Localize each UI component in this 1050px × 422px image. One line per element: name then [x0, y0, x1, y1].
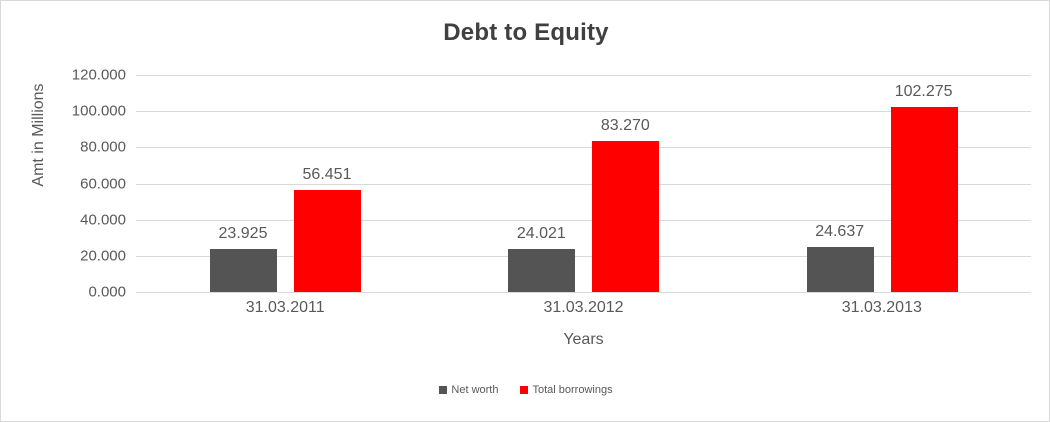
gridline — [136, 292, 1031, 293]
bar-borrow[interactable] — [890, 107, 958, 292]
plot-area: 0.000 20.000 40.000 60.000 80.000 100.000 120.… — [72, 67, 1031, 301]
y-axis-tick-label: 80.000 — [80, 138, 126, 156]
y-axis-tick-label: 0.000 — [88, 283, 126, 301]
bar-networth[interactable] — [508, 248, 576, 292]
x-axis-category-label: 31.03.2013 — [841, 299, 922, 316]
bar-networth[interactable] — [210, 248, 277, 292]
bar-group: 23.925 56.451 — [136, 75, 434, 292]
legend-label: Net worth — [451, 384, 499, 396]
bar-networth[interactable] — [806, 247, 874, 292]
bar-groups: 23.925 56.451 24.021 83.270 24.637 102.275 — [136, 75, 1031, 292]
legend-item[interactable]: Total borrowings — [520, 384, 613, 396]
chart-title: Debt to Equity — [443, 19, 609, 46]
bar-value-label: 83.270 — [600, 117, 650, 135]
bar-group: 24.637 102.275 — [733, 75, 1031, 292]
x-axis-categories: 31.03.2011 31.03.2012 31.03.2013 — [136, 299, 1031, 317]
bar-borrow[interactable] — [294, 189, 361, 292]
y-axis-ticks: 0.000 20.000 40.000 60.000 80.000 100.000 120.… — [72, 67, 1031, 301]
y-axis-tick-label: 60.000 — [80, 175, 126, 192]
legend-swatch-icon — [439, 386, 448, 394]
legend-item[interactable]: Net worth — [439, 384, 498, 396]
y-axis-tick-label: 20.000 — [80, 247, 126, 265]
gridline — [136, 219, 1031, 221]
gridline — [136, 147, 1031, 149]
x-axis-title: Years — [563, 331, 604, 348]
x-axis-category-label: 31.03.2011 — [245, 299, 325, 316]
bar-value-label: 24.021 — [516, 224, 566, 242]
bar-borrow[interactable] — [592, 141, 660, 292]
gridline — [136, 183, 1031, 185]
gridline — [136, 75, 1031, 76]
y-axis-tick-label: 120.000 — [71, 66, 126, 84]
bar-group: 24.021 83.270 — [434, 75, 732, 292]
bar-value-label: 23.925 — [218, 224, 268, 242]
legend-label: Total borrowings — [532, 384, 613, 396]
y-axis-tick-label: 100.000 — [71, 102, 126, 120]
chart-legend: Net worth Total borrowings — [1, 384, 1049, 396]
x-axis-category-label: 31.03.2012 — [543, 299, 624, 316]
bar-value-label: 24.637 — [815, 223, 865, 241]
legend-swatch-icon — [520, 386, 529, 394]
gridline — [136, 255, 1031, 257]
bar-value-label: 56.451 — [302, 165, 352, 183]
bar-value-label: 102.275 — [894, 83, 953, 101]
y-axis-tick-label: 40.000 — [80, 211, 126, 229]
gridline — [136, 111, 1031, 113]
